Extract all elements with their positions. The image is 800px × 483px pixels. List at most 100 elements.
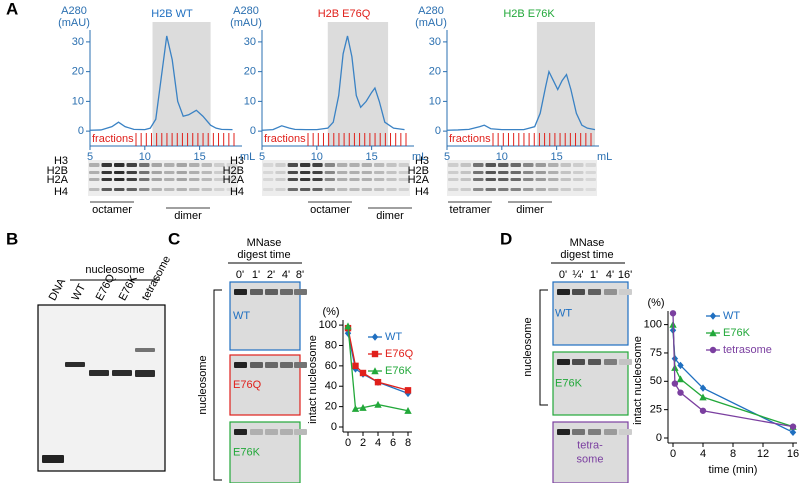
chart-title: H2B E76Q [318,8,371,20]
x-tick-label: 10 [139,151,151,163]
gel-band [604,359,617,365]
gel-band [588,429,601,435]
gel-band [573,178,584,181]
marker [671,380,679,387]
x-tick-label: 5 [444,151,450,163]
x-tick-label: 12 [757,448,769,460]
y-tick-label: 0 [250,125,256,137]
data-line [446,69,596,131]
protein-label: H4 [54,186,68,198]
y-tick-label: 80 [325,339,337,351]
row-label: WT [555,307,572,319]
gel-band [263,188,274,191]
legend-label: WT [723,310,740,322]
gel-band [135,348,155,352]
gel-band [101,171,112,174]
gel-band [523,163,534,167]
gel-band [523,171,534,174]
x-tick-label: 10 [311,151,323,163]
data-line [261,35,405,131]
gel-band [361,171,372,174]
gel-band [585,171,596,174]
gel-band [151,171,162,174]
gel-band [557,359,570,365]
gel-band [189,178,200,181]
x-tick-label: 4 [375,437,381,449]
fractions-label: fractions [449,133,491,145]
gel-band [523,188,534,191]
y-axis-unit: (%) [647,297,664,309]
gel-band [139,178,150,181]
gel-band [560,188,571,191]
gel-band [572,289,585,295]
marker [371,350,379,358]
gel-band [287,178,298,181]
gel-image [447,160,597,196]
y-axis-label: intact nucleosome [307,335,319,424]
gel-band [573,171,584,174]
gel-band [280,289,293,295]
gel-band [275,163,286,167]
gel-image [37,304,166,472]
y-tick-label: 25 [650,404,662,416]
gel-band [349,188,360,191]
gel-band [386,178,397,181]
gel-band [126,178,137,181]
gel-band [312,188,323,191]
lane-label: WT [70,282,89,303]
lane-label: tetrasome [140,254,174,303]
gel-band [139,163,150,167]
gel-band [287,171,298,174]
marker [359,403,367,411]
gel-band [349,163,360,167]
row-label: E76Q [233,379,262,391]
y-tick-label: 30 [429,36,441,48]
gel-band [176,171,187,174]
gel-band [112,370,132,376]
gel-band [523,178,534,181]
gel-band [473,163,484,167]
gel-band [548,178,559,181]
protein-label: H3 [230,155,244,167]
y-axis-label: A280 [61,5,87,17]
gel-band [294,429,307,435]
gel-band [300,163,311,167]
fraction-label: octamer [310,204,350,216]
gel-band [234,289,247,295]
row-label: tetra- [577,439,603,451]
gel-band [473,178,484,181]
gel-band [275,171,286,174]
y-axis-label: (mAU) [58,17,90,29]
y-tick-label: 60 [325,360,337,372]
x-tick-label: 15 [194,151,206,163]
marker [699,407,707,414]
x-tick-label: 8 [405,437,411,449]
marker [789,423,797,430]
gel-band [176,188,187,191]
gel-band [234,429,247,435]
marker [371,333,379,341]
gel-band [201,163,212,167]
gel-band [498,171,509,174]
group-label: nucleosome [522,317,534,376]
protein-label: H3 [54,155,68,167]
gel-band [250,289,263,295]
gel-band [386,188,397,191]
gel-band [510,178,521,181]
gel-band [89,370,109,376]
gel-band [361,188,372,191]
gel-band [374,163,385,167]
data-line [89,35,233,131]
marker [699,393,707,401]
gel-band [548,171,559,174]
gel-band [460,171,471,174]
gel-band [126,188,137,191]
y-tick-label: 75 [650,347,662,359]
gel-band [226,171,237,174]
y-tick-label: 0 [78,125,84,137]
y-axis-unit: (%) [322,306,339,318]
gel-band [287,163,298,167]
time-label: 16' [618,269,632,281]
y-tick-label: 20 [244,66,256,78]
